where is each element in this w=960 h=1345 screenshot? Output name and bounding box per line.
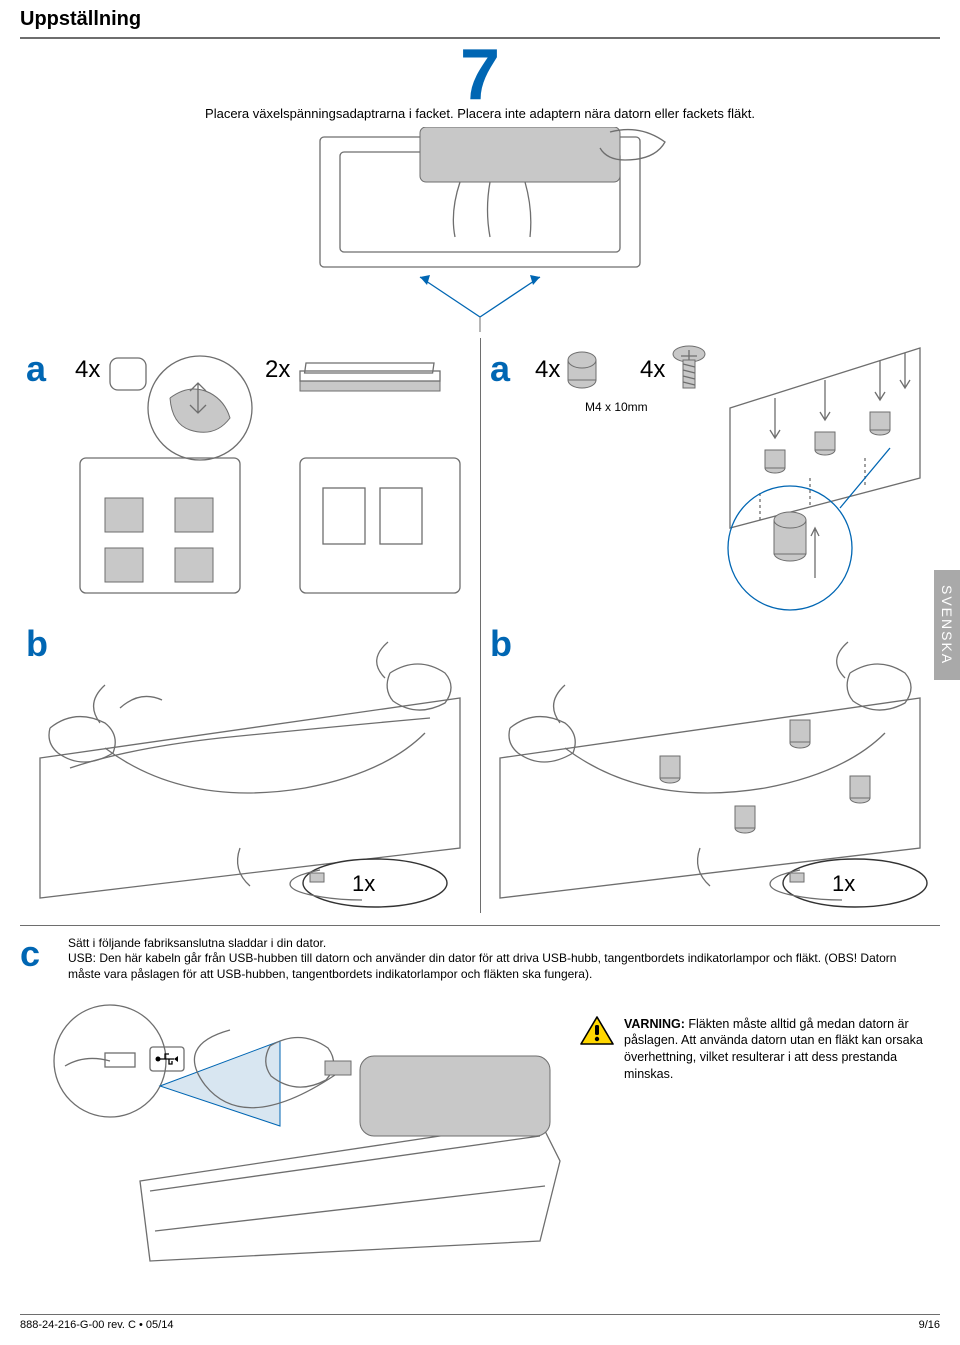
section-c-line1: Sätt i följande fabriksanslutna sladdar … [68, 936, 908, 952]
footer: 888-24-216-G-00 rev. C • 05/14 9/16 [20, 1314, 940, 1331]
label-a-right: a [490, 348, 510, 390]
warning-text: VARNING: Fläkten måste alltid gå medan d… [624, 1016, 940, 1084]
qty-b-right-svg: 1x [832, 871, 855, 896]
qty-a2-right: 4x [640, 356, 665, 384]
qty-a1-right: 4x [535, 356, 560, 384]
warning-icon [580, 1016, 614, 1046]
illustration-bottom: VARNING: Fläkten måste alltid gå medan d… [20, 991, 940, 1271]
spec-right: M4 x 10mm [585, 400, 648, 414]
language-tab: SVENSKA [934, 570, 960, 680]
section-c-line2: USB: Den här kabeln går från USB-hubben … [68, 951, 908, 982]
section-title: Uppställning [20, 8, 940, 31]
qty-a2-left: 2x [265, 356, 290, 384]
column-left: a 4x 2x b [20, 338, 480, 913]
warning-bold: VARNING: [624, 1017, 685, 1031]
illustration-split: a 4x 2x b [20, 338, 940, 913]
section-c: c Sätt i följande fabriksanslutna sladda… [0, 926, 960, 983]
section-c-text: Sätt i följande fabriksanslutna sladdar … [68, 936, 908, 983]
footer-left: 888-24-216-G-00 rev. C • 05/14 [20, 1319, 173, 1331]
qty-b-left-svg: 1x [352, 871, 375, 896]
language-tab-label: SVENSKA [939, 585, 955, 665]
footer-right: 9/16 [919, 1319, 940, 1331]
label-b-right: b [490, 623, 512, 665]
label-b-left: b [26, 623, 48, 665]
qty-a1-left: 4x [75, 356, 100, 384]
label-c: c [20, 936, 50, 983]
label-a-left: a [26, 348, 46, 390]
step-caption: Placera växelspänningsadaptrarna i facke… [0, 106, 960, 121]
illustration-top [20, 127, 940, 332]
column-right: a 4x 4x M4 x 10mm b [480, 338, 940, 913]
step-number: 7 [0, 43, 960, 108]
warning-box: VARNING: Fläkten måste alltid gå medan d… [580, 1016, 940, 1084]
